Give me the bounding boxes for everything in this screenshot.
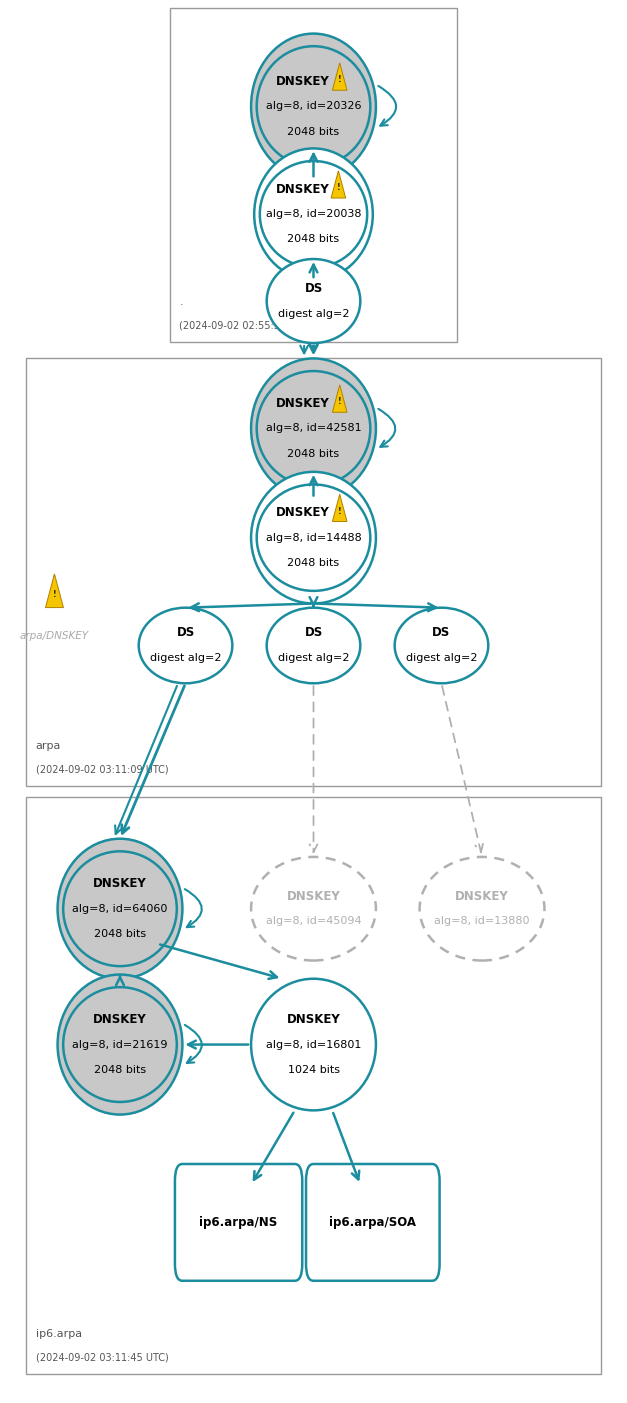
Text: DNSKEY: DNSKEY <box>287 1013 340 1026</box>
Polygon shape <box>332 384 347 412</box>
Text: !: ! <box>338 76 342 84</box>
Text: !: ! <box>53 591 56 599</box>
FancyBboxPatch shape <box>175 1164 302 1281</box>
Text: digest alg=2: digest alg=2 <box>278 309 349 318</box>
Ellipse shape <box>394 607 488 683</box>
Polygon shape <box>332 494 347 522</box>
Text: 2048 bits: 2048 bits <box>287 558 340 568</box>
Ellipse shape <box>58 839 182 979</box>
Ellipse shape <box>251 34 376 180</box>
Text: DNSKEY: DNSKEY <box>275 182 329 195</box>
Text: alg=8, id=45094: alg=8, id=45094 <box>266 916 361 926</box>
Ellipse shape <box>251 471 376 603</box>
Text: DS: DS <box>176 626 194 640</box>
Text: !: ! <box>337 184 340 192</box>
Text: alg=8, id=14488: alg=8, id=14488 <box>266 533 361 543</box>
Text: arpa: arpa <box>36 741 61 751</box>
Text: DNSKEY: DNSKEY <box>275 74 329 88</box>
Text: arpa/DNSKEY: arpa/DNSKEY <box>20 631 89 641</box>
Text: alg=8, id=64060: alg=8, id=64060 <box>72 904 167 913</box>
Polygon shape <box>332 63 347 90</box>
Polygon shape <box>331 171 345 198</box>
Text: 2048 bits: 2048 bits <box>287 126 340 136</box>
Text: DS: DS <box>433 626 451 640</box>
Text: digest alg=2: digest alg=2 <box>150 652 221 664</box>
Text: DNSKEY: DNSKEY <box>93 877 147 890</box>
Ellipse shape <box>251 979 376 1110</box>
Polygon shape <box>46 574 63 607</box>
Text: alg=8, id=20038: alg=8, id=20038 <box>266 209 361 219</box>
Text: !: ! <box>338 397 342 407</box>
Ellipse shape <box>251 358 376 498</box>
Text: DNSKEY: DNSKEY <box>287 890 340 902</box>
Text: .: . <box>179 296 183 307</box>
Text: (2024-09-02 03:11:45 UTC): (2024-09-02 03:11:45 UTC) <box>36 1352 169 1362</box>
Text: DNSKEY: DNSKEY <box>275 397 329 410</box>
Text: (2024-09-02 02:55:31 UTC): (2024-09-02 02:55:31 UTC) <box>179 320 312 331</box>
FancyBboxPatch shape <box>306 1164 440 1281</box>
Text: alg=8, id=16801: alg=8, id=16801 <box>266 1040 361 1049</box>
Ellipse shape <box>139 607 233 683</box>
Text: DNSKEY: DNSKEY <box>275 506 329 519</box>
Text: 2048 bits: 2048 bits <box>287 449 340 459</box>
Text: digest alg=2: digest alg=2 <box>406 652 477 664</box>
Text: DNSKEY: DNSKEY <box>93 1013 147 1026</box>
Text: alg=8, id=13880: alg=8, id=13880 <box>435 916 530 926</box>
Ellipse shape <box>419 857 544 961</box>
Text: alg=8, id=42581: alg=8, id=42581 <box>266 424 361 434</box>
Text: alg=8, id=20326: alg=8, id=20326 <box>266 101 361 111</box>
Ellipse shape <box>251 857 376 961</box>
Ellipse shape <box>254 149 373 281</box>
Text: DS: DS <box>304 282 323 295</box>
Text: 2048 bits: 2048 bits <box>94 1065 146 1075</box>
Text: !: ! <box>338 506 342 516</box>
Ellipse shape <box>266 607 361 683</box>
Text: alg=8, id=21619: alg=8, id=21619 <box>72 1040 168 1049</box>
Text: DS: DS <box>304 626 323 640</box>
Text: ip6.arpa/SOA: ip6.arpa/SOA <box>329 1216 416 1229</box>
Text: (2024-09-02 03:11:09 UTC): (2024-09-02 03:11:09 UTC) <box>36 765 168 774</box>
Text: digest alg=2: digest alg=2 <box>278 652 349 664</box>
Ellipse shape <box>266 260 361 344</box>
Ellipse shape <box>58 975 182 1114</box>
Text: ip6.arpa: ip6.arpa <box>36 1329 82 1338</box>
Text: 1024 bits: 1024 bits <box>288 1065 339 1075</box>
Text: 2048 bits: 2048 bits <box>287 234 340 244</box>
Bar <box>26 797 601 1374</box>
Bar <box>26 358 601 786</box>
Text: DNSKEY: DNSKEY <box>455 890 509 902</box>
Bar <box>170 8 457 342</box>
Text: 2048 bits: 2048 bits <box>94 929 146 939</box>
Text: ip6.arpa/NS: ip6.arpa/NS <box>199 1216 278 1229</box>
